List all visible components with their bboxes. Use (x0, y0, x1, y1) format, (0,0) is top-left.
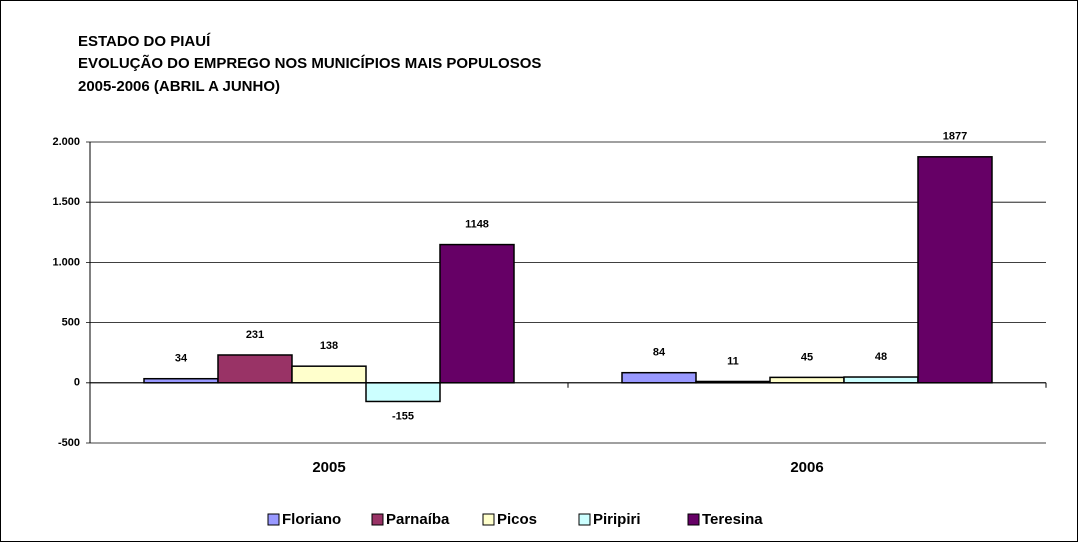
value-label: 34 (175, 353, 188, 365)
legend-label: Teresina (702, 511, 763, 528)
bar (917, 156, 993, 384)
legend-swatch (267, 513, 280, 526)
value-label: 84 (653, 347, 666, 359)
legend-swatch (687, 513, 700, 526)
legend-label: Picos (497, 511, 537, 528)
legend-label: Piripiri (593, 511, 641, 528)
legend-label: Floriano (282, 511, 341, 528)
chart-subtitle: EVOLUÇÃO DO EMPREGO NOS MUNICÍPIOS MAIS … (78, 54, 541, 72)
legend-swatch (371, 513, 384, 526)
bar (769, 376, 845, 384)
value-label: 11 (727, 355, 739, 367)
y-tick-label: 2.000 (52, 136, 80, 148)
y-tick-label: 1.000 (52, 256, 80, 268)
value-label: 138 (320, 340, 338, 352)
y-tick-label: -500 (58, 437, 80, 449)
value-label: 1877 (943, 131, 967, 143)
legend-swatch (482, 513, 495, 526)
legend-label: Parnaíba (386, 511, 450, 528)
bar (695, 380, 771, 384)
y-tick-label: 500 (62, 317, 80, 329)
bar (843, 376, 919, 384)
bar (217, 354, 293, 384)
legend-swatch (578, 513, 591, 526)
bar (291, 365, 367, 384)
y-tick-label: 1.500 (52, 196, 80, 208)
x-tick-label: 2006 (790, 459, 823, 476)
bar (143, 377, 219, 384)
y-tick-label: 0 (74, 377, 80, 389)
bar (439, 243, 515, 384)
bar (365, 382, 441, 403)
value-label: -155 (392, 410, 414, 422)
bar (621, 371, 697, 384)
value-label: 231 (246, 329, 264, 341)
chart-title: ESTADO DO PIAUÍ (78, 33, 211, 50)
value-label: 45 (801, 351, 813, 363)
value-label: 1148 (465, 218, 489, 230)
chart-subtitle: 2005-2006 (ABRIL A JUNHO) (78, 78, 280, 95)
x-tick-label: 2005 (312, 459, 345, 476)
value-label: 48 (875, 351, 887, 363)
